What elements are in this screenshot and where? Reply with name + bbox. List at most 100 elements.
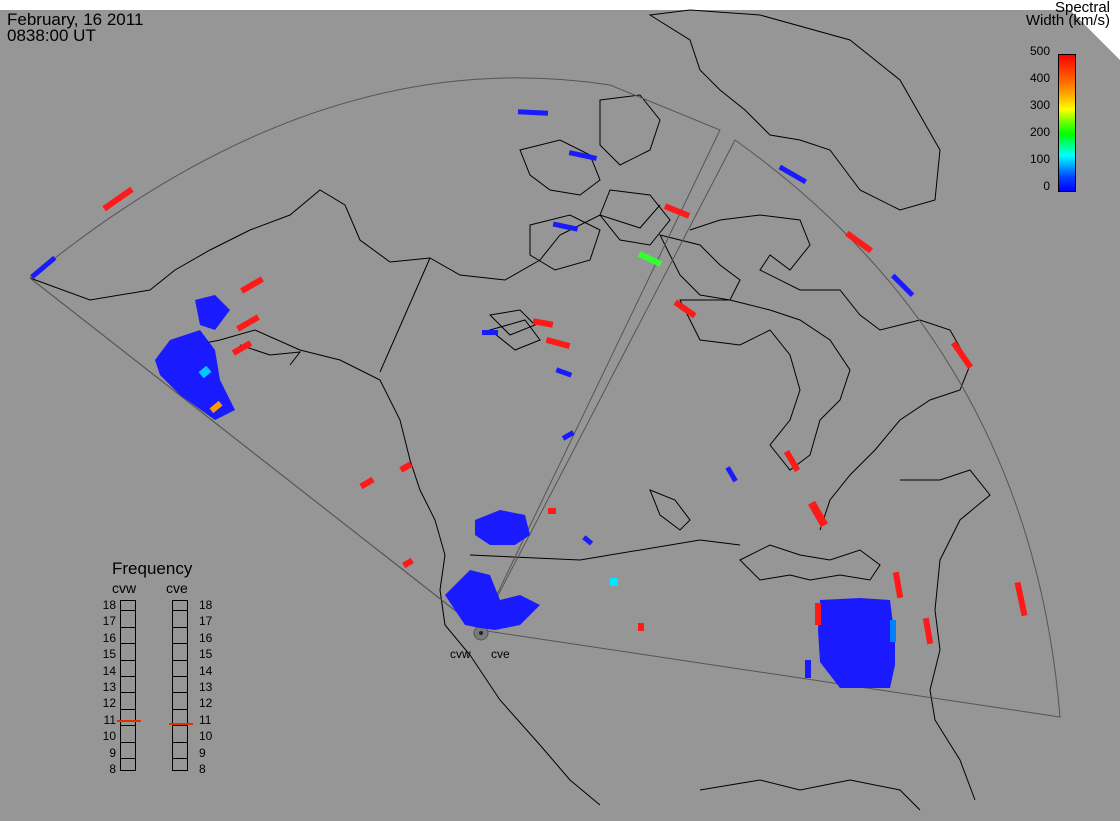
frequency-cell-divider	[172, 692, 188, 694]
echo-blue-10	[725, 466, 738, 483]
colorbar-tick: 500	[1029, 44, 1050, 58]
frequency-gauge-cve	[172, 600, 188, 771]
echo-cluster-near	[445, 570, 540, 630]
coastline-arctic-3	[599, 189, 671, 246]
colorbar-tick: 400	[1029, 71, 1050, 85]
date-label: February, 16 2011	[7, 10, 144, 29]
frequency-cell-divider	[120, 758, 136, 759]
frequency-scale-label: 11	[103, 712, 116, 727]
frequency-scale-label: 12	[102, 696, 116, 711]
echo-blue-2	[568, 150, 598, 161]
frequency-title: Frequency	[112, 559, 193, 578]
frequency-scale-label: 14	[199, 663, 213, 678]
echo-red-21	[548, 508, 556, 514]
radar-label-cve: cve	[491, 647, 510, 661]
frequency-scale-label: 16	[102, 630, 116, 645]
frequency-gauge-cvw	[120, 600, 136, 771]
echo-cluster-alaska	[155, 330, 235, 420]
frequency-scale-label: 13	[102, 680, 116, 694]
echo-green-1	[637, 251, 663, 267]
corner-notch	[1070, 10, 1120, 60]
frequency-cell-divider	[120, 741, 136, 743]
echo-cluster-east	[818, 598, 895, 688]
echo-group	[30, 109, 1028, 688]
frequency-scale-label: 10	[102, 729, 116, 744]
echo-red-19	[1014, 581, 1028, 617]
coastline-alaska	[29, 189, 661, 301]
echo-red-18	[922, 617, 934, 645]
frequency-scale-label: 8	[109, 762, 116, 776]
echo-cluster-near-2	[475, 510, 530, 545]
frequency-cell-divider	[120, 708, 136, 710]
echo-red-13	[359, 476, 375, 490]
border-alaska-canada	[379, 257, 431, 373]
echo-east-cyan	[890, 620, 896, 642]
echo-blue-12	[805, 660, 811, 678]
colorbar-title-line1: Spectral	[1054, 0, 1110, 16]
echo-blue-1	[517, 109, 549, 116]
echo-red-1	[102, 186, 134, 212]
frequency-cell-divider	[120, 676, 136, 677]
coastline-arctic-1	[519, 139, 601, 196]
echo-blue-9	[561, 430, 575, 441]
colorbar-tick: 100	[1029, 152, 1050, 166]
fov-cvw	[29, 77, 721, 631]
coastline-gulf	[699, 779, 921, 811]
echo-red-5	[663, 203, 691, 219]
colorbar-tick: 0	[1043, 179, 1050, 193]
frequency-scale-label: 17	[102, 614, 116, 629]
echo-red-7	[950, 340, 974, 370]
frequency-indicator-cvw	[117, 720, 141, 723]
radar-label-cvw: cvw	[450, 647, 471, 661]
coastline-baffin	[659, 234, 741, 301]
frequency-cell-divider	[120, 725, 136, 727]
echo-red-6	[845, 230, 873, 254]
echo-blue-13	[877, 662, 883, 687]
radar-site-center	[479, 631, 483, 635]
echo-blue-7	[482, 330, 498, 335]
frequency-scale-label: 18	[199, 598, 213, 612]
coastline-labrador	[689, 214, 971, 531]
frequency-scale-label: 14	[102, 663, 116, 678]
frequency-scale-label: 8	[199, 762, 206, 776]
coastline-arctic-2	[599, 94, 661, 166]
echo-blue-11	[582, 535, 594, 546]
echo-red-12	[808, 500, 828, 528]
frequency-cell-divider	[120, 659, 136, 661]
frequency-cell-divider	[172, 725, 188, 727]
frequency-cell-divider	[172, 741, 188, 743]
frequency-cell-divider	[172, 659, 188, 661]
echo-blue-6	[30, 255, 57, 279]
coastline-greenland	[648, 9, 941, 211]
colorbar-gradient	[1058, 54, 1076, 192]
border-canada-usa	[469, 539, 741, 561]
frequency-scale-label: 15	[102, 647, 116, 662]
echo-red-15	[402, 557, 414, 569]
echo-red-2	[240, 276, 264, 294]
frequency-scale-label: 10	[199, 729, 213, 744]
frequency-radar-label-cvw: cvw	[112, 580, 137, 596]
echo-red-3	[236, 314, 260, 332]
frequency-scale-label: 16	[199, 630, 213, 645]
frequency-cell-divider	[120, 626, 136, 628]
coastline-lake-winnipeg	[649, 489, 691, 531]
echo-alaska-cyan	[198, 365, 212, 379]
echo-blue-4	[778, 164, 807, 185]
coastline-alaska-peninsula	[239, 344, 302, 366]
frequency-scale-label: 12	[199, 696, 213, 711]
frequency-scale-label: 15	[199, 647, 213, 662]
frequency-cell-divider	[120, 610, 136, 612]
frequency-cell-divider	[172, 758, 188, 759]
colorbar-tick: 200	[1029, 125, 1050, 139]
frequency-cell-divider	[172, 626, 188, 628]
coastline-pacific	[169, 329, 601, 806]
frequency-scale-label: 11	[199, 712, 212, 727]
time-label: 0838:00 UT	[7, 26, 96, 45]
frequency-cell-divider	[172, 708, 188, 710]
frequency-indicator-cve	[169, 723, 193, 726]
map-background	[0, 10, 1120, 821]
coastline-arctic-4	[529, 214, 601, 271]
fov-cve	[479, 139, 1061, 718]
echo-red-20	[815, 603, 821, 625]
